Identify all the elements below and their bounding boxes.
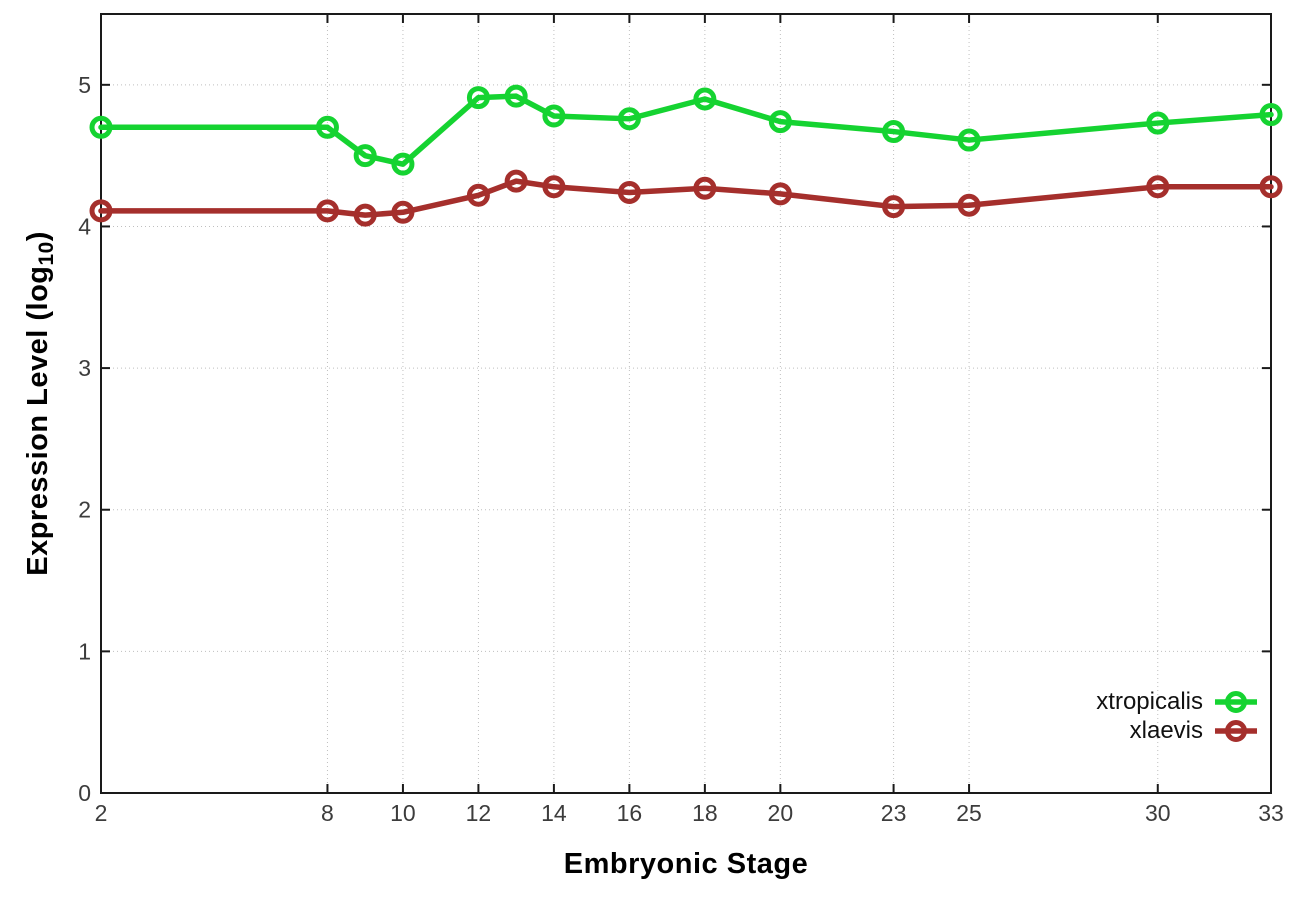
y-tick-label: 3 [78,355,91,381]
data-point-xlaevis [617,180,641,204]
legend-label-xtropicalis: xtropicalis [1096,687,1203,715]
data-point-xlaevis [315,199,339,223]
x-tick-label: 25 [956,800,982,826]
data-point-xtropicalis [353,144,377,168]
data-point-xlaevis [957,193,981,217]
x-tick-label: 33 [1258,800,1284,826]
data-point-xtropicalis [1259,103,1283,127]
y-tick-label: 0 [78,780,91,806]
series-line-xtropicalis [98,93,1274,167]
legend-label-xlaevis: xlaevis [1129,716,1203,744]
x-tick-label: 10 [390,800,416,826]
x-tick-label: 2 [95,800,108,826]
data-point-xlaevis [504,169,528,193]
data-point-xtropicalis [504,84,528,108]
data-point-xlaevis [1259,175,1283,199]
data-point-xlaevis [391,200,415,224]
data-point-xlaevis [466,183,490,207]
y-tick-label: 4 [78,213,91,239]
data-point-xlaevis [768,182,792,206]
data-point-xtropicalis [315,115,339,139]
x-tick-label: 20 [768,800,794,826]
x-tick-label: 12 [466,800,492,826]
series-line-xlaevis [98,178,1274,218]
data-point-xtropicalis [466,86,490,110]
data-point-xlaevis [882,195,906,219]
x-tick-label: 8 [321,800,334,826]
data-point-xlaevis [353,203,377,227]
legend-sample-xlaevis [1215,719,1257,742]
y-tick-label: 1 [78,638,91,664]
data-point-xtropicalis [693,87,717,111]
data-point-xtropicalis [617,107,641,131]
y-tick-label: 5 [78,72,91,98]
data-point-xtropicalis [89,115,113,139]
data-point-xtropicalis [1146,111,1170,135]
data-point-xtropicalis [542,104,566,128]
data-point-xlaevis [542,175,566,199]
x-tick-label: 18 [692,800,718,826]
x-tick-label: 16 [617,800,643,826]
legend: xtropicalis xlaevis [1096,687,1260,745]
data-point-xlaevis [693,176,717,200]
data-point-xlaevis [1146,175,1170,199]
legend-row-xlaevis: xlaevis [1130,716,1260,745]
x-axis-label: Embryonic Stage [563,848,809,880]
plot-border [100,13,1272,794]
legend-row-xtropicalis: xtropicalis [1096,687,1260,716]
data-point-xtropicalis [768,110,792,134]
data-point-xtropicalis [957,128,981,152]
x-tick-label: 23 [881,800,907,826]
x-tick-label: 14 [541,800,567,826]
legend-sample-xtropicalis [1215,690,1257,713]
x-tick-label: 30 [1145,800,1171,826]
data-point-xtropicalis [391,152,415,176]
data-point-xlaevis [89,199,113,223]
y-tick-label: 2 [78,497,91,523]
data-point-xtropicalis [882,120,906,144]
